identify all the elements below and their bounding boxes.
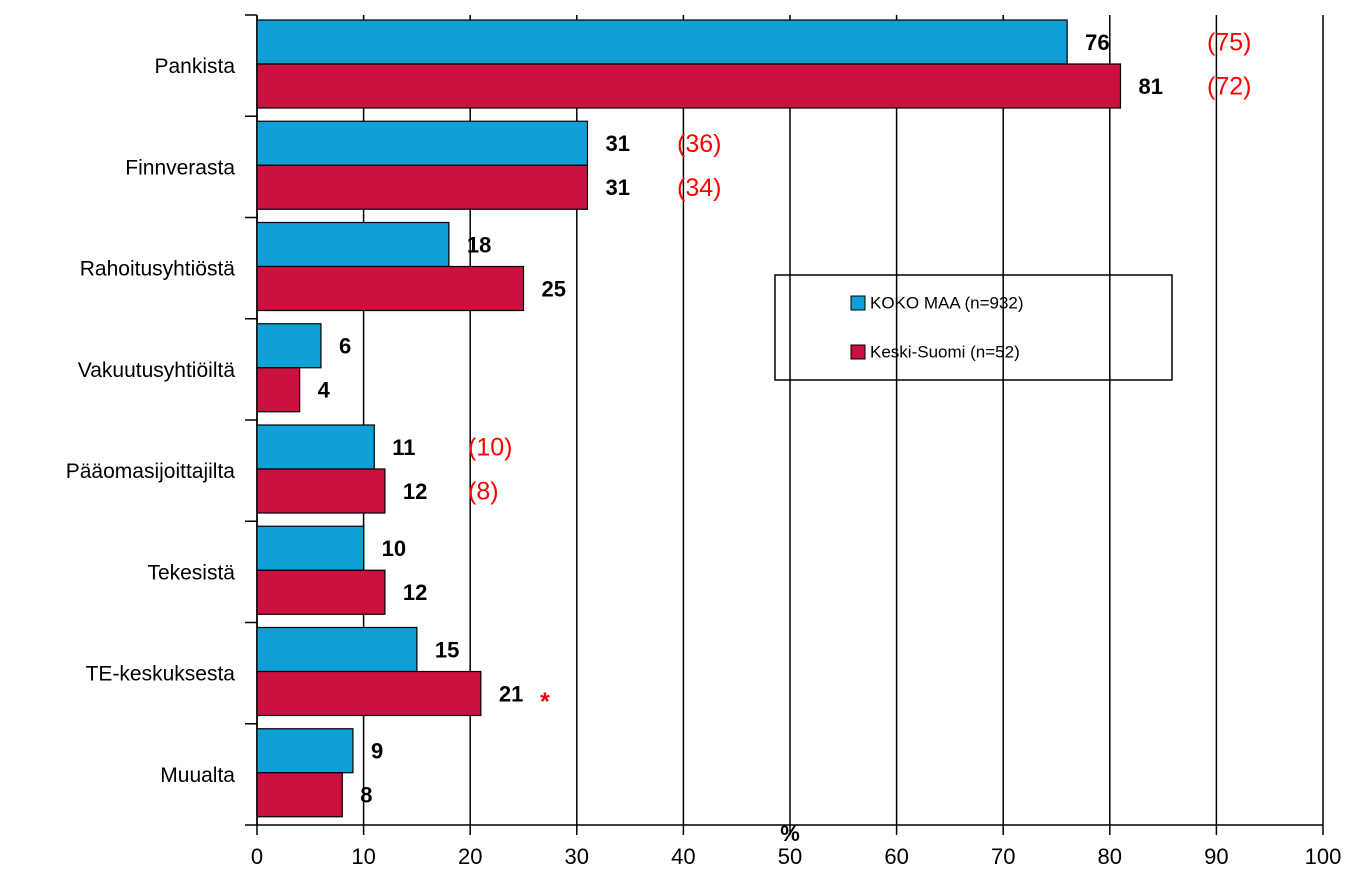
annotation: (72)	[1207, 73, 1251, 101]
value-label: 6	[339, 334, 351, 359]
value-label: 9	[371, 739, 383, 764]
bar	[256, 265, 525, 312]
bar	[256, 63, 1122, 109]
legend-box	[774, 274, 1173, 381]
legend-label: KOKO MAA (n=932)	[870, 293, 1024, 312]
category-label: Pääomasijoittajilta	[66, 460, 236, 483]
category-label: Vakuutusyhtiöiltä	[78, 359, 236, 382]
value-label: 10	[382, 536, 406, 561]
category-label: Rahoitusyhtiöstä	[80, 258, 236, 281]
annotation: (34)	[677, 174, 721, 202]
annotation: *	[540, 688, 550, 716]
bar	[256, 367, 301, 413]
bar	[256, 221, 450, 268]
value-label: 21	[499, 681, 523, 706]
category-label: Tekesistä	[147, 561, 235, 584]
legend-label: Keski-Suomi (n=52)	[870, 342, 1020, 361]
x-tick-label: 30	[565, 844, 589, 869]
bar	[256, 728, 354, 774]
annotation: (36)	[677, 130, 721, 158]
x-axis-label: %	[780, 821, 800, 846]
x-tick-label: 60	[884, 844, 908, 869]
bar	[256, 670, 482, 717]
x-tick-label: 50	[778, 844, 802, 869]
legend-swatch	[850, 344, 866, 360]
x-tick-label: 100	[1305, 844, 1342, 869]
x-tick-label: 80	[1098, 844, 1122, 869]
bar	[256, 468, 386, 514]
x-tick-label: 10	[351, 844, 375, 869]
category-label: Finnverasta	[125, 156, 235, 179]
bar	[256, 525, 365, 571]
bar	[256, 424, 375, 470]
x-tick-label: 0	[251, 844, 263, 869]
value-label: 81	[1138, 74, 1162, 99]
bar	[256, 120, 589, 166]
bar	[256, 323, 322, 369]
value-label: 31	[605, 175, 629, 200]
category-label: TE-keskuksesta	[86, 663, 236, 686]
category-label: Muualta	[160, 764, 235, 787]
value-label: 12	[403, 479, 427, 504]
value-label: 8	[360, 783, 372, 808]
x-tick-label: 20	[458, 844, 482, 869]
x-tick-label: 40	[671, 844, 695, 869]
value-label: 31	[605, 131, 629, 156]
annotation: (8)	[468, 478, 499, 506]
value-label: 25	[542, 276, 566, 301]
value-label: 15	[435, 637, 459, 662]
x-tick-label: 70	[991, 844, 1015, 869]
value-label: 12	[403, 580, 427, 605]
value-label: 76	[1085, 30, 1109, 55]
value-label: 18	[467, 232, 491, 257]
bar	[256, 569, 386, 615]
bar	[256, 19, 1068, 65]
bar	[256, 626, 418, 673]
annotation: (75)	[1207, 29, 1251, 57]
bar	[256, 772, 343, 818]
value-label: 11	[392, 435, 415, 460]
legend-swatch	[850, 295, 866, 311]
value-label: 4	[318, 378, 331, 403]
category-label: Pankista	[154, 55, 235, 78]
x-tick-label: 90	[1204, 844, 1228, 869]
bar	[256, 164, 589, 210]
annotation: (10)	[468, 434, 512, 462]
